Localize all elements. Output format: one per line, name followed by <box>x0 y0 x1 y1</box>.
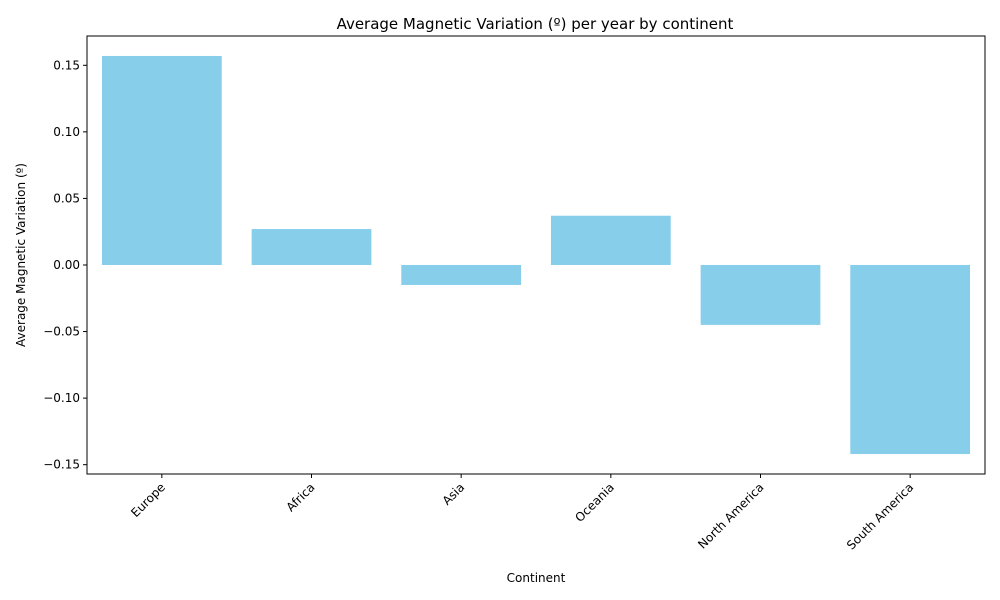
chart-title: Average Magnetic Variation (º) per year … <box>337 15 734 33</box>
x-tick-label: Africa <box>284 480 318 514</box>
bar-asia <box>401 264 522 285</box>
x-axis: Europe Africa Asia Oceania North America Sout… <box>128 474 916 552</box>
x-tick-label: Asia <box>440 480 468 508</box>
y-axis: −0.15 −0.10 −0.05 0.00 0.05 0.10 0.15 <box>43 58 87 472</box>
y-tick-label: 0.05 <box>53 191 80 205</box>
bar-europe <box>101 55 222 265</box>
bar-south-america <box>850 264 971 455</box>
x-tick-label: Europe <box>128 480 168 520</box>
bars-group <box>101 55 971 455</box>
bar-oceania <box>550 215 671 265</box>
y-axis-label: Average Magnetic Variation (º) <box>14 163 28 347</box>
x-tick-label: Oceania <box>572 480 617 525</box>
y-tick-label: −0.05 <box>43 325 80 339</box>
bar-africa <box>251 229 372 265</box>
y-tick-label: 0.10 <box>53 125 80 139</box>
x-tick-label: South America <box>844 480 916 552</box>
y-tick-label: 0.00 <box>53 258 80 272</box>
x-axis-label: Continent <box>507 571 566 585</box>
y-tick-label: −0.10 <box>43 391 80 405</box>
y-tick-label: −0.15 <box>43 458 80 472</box>
plot-frame <box>86 35 986 475</box>
bar-north-america <box>700 264 821 325</box>
x-tick-label: North America <box>695 480 766 551</box>
y-tick-label: 0.15 <box>53 58 80 72</box>
